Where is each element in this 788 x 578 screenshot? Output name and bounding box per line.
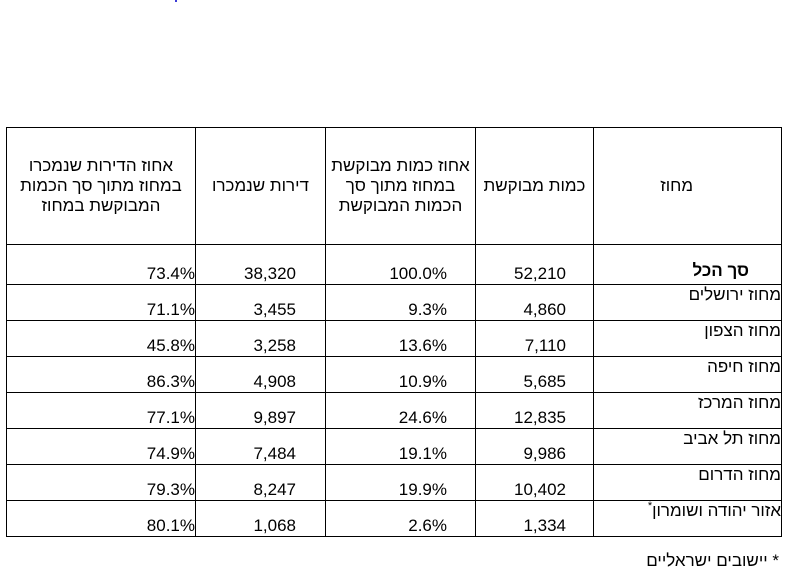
table-header-row: אחוז הדירות שנמכרו במחוז מתוך סך הכמות ה… (6, 127, 782, 245)
cell-pct-requested: 24.6% (325, 392, 476, 429)
cell-district: מחוז הצפון (593, 320, 782, 357)
cell-pct-sold: 45.8% (6, 320, 196, 357)
cell-sold-apartments: 1,068 (195, 500, 326, 537)
header-pct-requested: אחוז כמות מבוקשת במחוז מתוך סך הכמות המב… (325, 127, 476, 245)
cell-pct-requested: 19.1% (325, 428, 476, 465)
table-row: 45.8% 3,258 13.6% 7,110 מחוז הצפון (6, 320, 782, 357)
cell-requested-qty: 9,986 (475, 428, 594, 465)
cell-sold-apartments: 9,897 (195, 392, 326, 429)
table-row: 80.1% 1,068 2.6% 1,334 אזור יהודה ושומרו… (6, 500, 782, 537)
cell-district: מחוז חיפה (593, 356, 782, 393)
cell-pct-requested: 10.9% (325, 356, 476, 393)
district-name: אזור יהודה ושומרון (652, 501, 781, 521)
cell-district: אזור יהודה ושומרון* (593, 500, 782, 537)
cell-pct-sold: 77.1% (6, 392, 196, 429)
cell-pct-sold: 73.4% (6, 244, 196, 285)
cell-requested-qty: 12,835 (475, 392, 594, 429)
table-row: 77.1% 9,897 24.6% 12,835 מחוז המרכז (6, 392, 782, 429)
table-row: 79.3% 8,247 19.9% 10,402 מחוז הדרום (6, 464, 782, 501)
cell-pct-requested: 100.0% (325, 244, 476, 285)
cell-district: מחוז תל אביב (593, 428, 782, 465)
district-sales-table: אחוז הדירות שנמכרו במחוז מתוך סך הכמות ה… (6, 127, 782, 537)
cell-pct-requested: 9.3% (325, 284, 476, 321)
cell-sold-apartments: 8,247 (195, 464, 326, 501)
cell-requested-qty: 4,860 (475, 284, 594, 321)
cell-pct-requested: 2.6% (325, 500, 476, 537)
cell-pct-sold: 79.3% (6, 464, 196, 501)
table-row: 74.9% 7,484 19.1% 9,986 מחוז תל אביב (6, 428, 782, 465)
table-row: 86.3% 4,908 10.9% 5,685 מחוז חיפה (6, 356, 782, 393)
cell-requested-qty: 5,685 (475, 356, 594, 393)
cell-pct-sold: 80.1% (6, 500, 196, 537)
cell-sold-apartments: 3,258 (195, 320, 326, 357)
table-row: 71.1% 3,455 9.3% 4,860 מחוז ירושלים (6, 284, 782, 321)
cell-pct-requested: 19.9% (325, 464, 476, 501)
header-requested-qty: כמות מבוקשת (475, 127, 594, 245)
top-dot-mark (175, 0, 177, 2)
cell-sold-apartments: 3,455 (195, 284, 326, 321)
cell-pct-sold: 74.9% (6, 428, 196, 465)
cell-district: מחוז ירושלים (593, 284, 782, 321)
cell-pct-sold: 86.3% (6, 356, 196, 393)
cell-district: מחוז המרכז (593, 392, 782, 429)
cell-requested-qty: 10,402 (475, 464, 594, 501)
cell-sold-apartments: 38,320 (195, 244, 326, 285)
header-pct-sold: אחוז הדירות שנמכרו במחוז מתוך סך הכמות ה… (6, 127, 196, 245)
cell-requested-qty: 52,210 (475, 244, 594, 285)
footnote: * יישובים ישראליים (646, 551, 779, 570)
cell-sold-apartments: 4,908 (195, 356, 326, 393)
table-row-total: 73.4% 38,320 100.0% 52,210 סך הכל (6, 244, 782, 285)
cell-pct-requested: 13.6% (325, 320, 476, 357)
cell-district: סך הכל (593, 244, 782, 285)
footnote-marker: * (647, 500, 653, 512)
cell-sold-apartments: 7,484 (195, 428, 326, 465)
header-district: מחוז (593, 127, 782, 245)
cell-pct-sold: 71.1% (6, 284, 196, 321)
cell-requested-qty: 7,110 (475, 320, 594, 357)
cell-requested-qty: 1,334 (475, 500, 594, 537)
cell-district: מחוז הדרום (593, 464, 782, 501)
header-sold-apartments: דירות שנמכרו (195, 127, 326, 245)
